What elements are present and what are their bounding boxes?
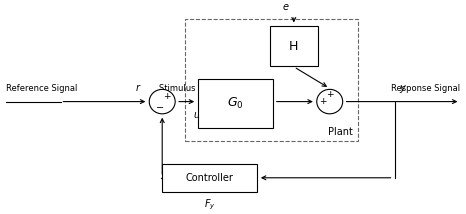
Bar [270, 26, 318, 66]
Text: Reference Signal: Reference Signal [6, 84, 77, 93]
Text: $G_0$: $G_0$ [227, 96, 244, 111]
Bar [162, 164, 257, 192]
Text: Plant: Plant [328, 127, 353, 137]
Circle shape [317, 89, 343, 114]
Text: +: + [319, 97, 326, 106]
Circle shape [149, 89, 175, 114]
Text: r: r [135, 83, 139, 93]
Text: e: e [283, 2, 289, 12]
Text: $F_y$: $F_y$ [204, 198, 215, 212]
Text: Controller: Controller [185, 173, 233, 183]
Text: H: H [289, 40, 299, 53]
Text: y: y [400, 83, 405, 93]
Text: Stimulus Signal: Stimulus Signal [159, 84, 224, 93]
Bar [198, 79, 273, 128]
Text: Response Signal: Response Signal [391, 84, 460, 93]
Text: −: − [156, 103, 164, 113]
Text: +: + [326, 90, 334, 99]
Text: +: + [164, 92, 171, 101]
Text: u: u [193, 110, 199, 120]
